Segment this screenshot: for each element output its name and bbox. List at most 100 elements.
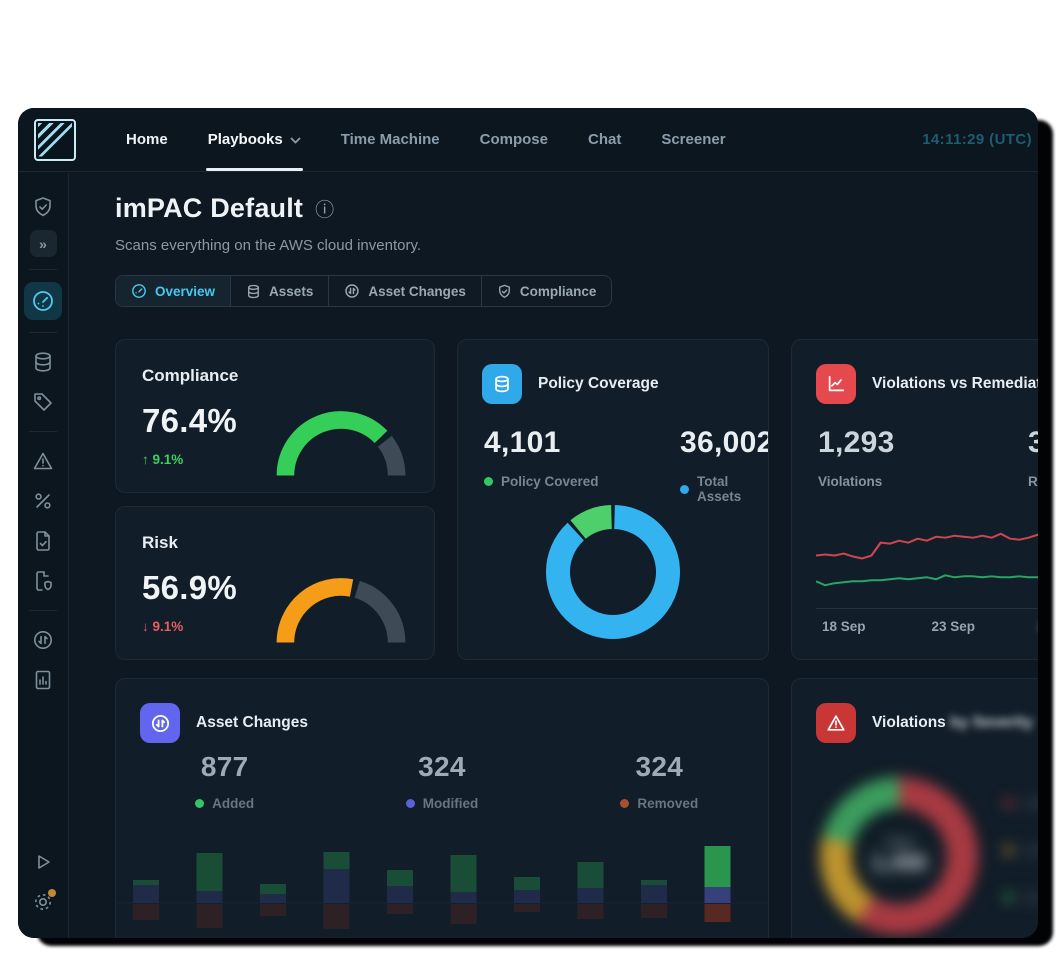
- stat-violations: 1,293 Violations: [818, 426, 1008, 489]
- card-title: Risk: [142, 533, 178, 552]
- risk-gauge-chart: [276, 578, 406, 643]
- stat-value: 324: [635, 751, 684, 782]
- playbook-name: imPAC Default: [115, 193, 304, 223]
- legend-dot: [195, 799, 205, 808]
- x-tick: 23 Sep: [931, 619, 976, 634]
- stat-label: Added: [212, 796, 255, 811]
- violations-vs-remediation-card: Violations vs Remediation 1,293 Violatio…: [791, 339, 1038, 660]
- stat-value: 1,293: [818, 426, 895, 459]
- stat-label: Violations: [818, 474, 883, 489]
- line-chart-icon: [816, 364, 856, 404]
- view-tabs: Overview Assets Asset Changes Compliance: [115, 275, 613, 307]
- app-logo[interactable]: [34, 118, 76, 161]
- nav-time-machine[interactable]: Time Machine: [340, 131, 440, 148]
- card-title-blurred: by Severity: [945, 714, 1033, 731]
- nav-compose[interactable]: Compose: [479, 131, 548, 148]
- compliance-gauge-chart: [276, 411, 406, 476]
- stat-value: 324: [1028, 426, 1038, 460]
- shield-check-icon[interactable]: [26, 190, 60, 224]
- file-shield-icon[interactable]: [26, 564, 60, 598]
- compliance-value: 76.4%: [142, 402, 238, 439]
- asset-sync-icon: [140, 703, 180, 743]
- tab-assets-label: Assets: [269, 283, 314, 299]
- compliance-change: ↑ 9.1%: [142, 452, 184, 467]
- settings-gear-icon[interactable]: [26, 885, 60, 919]
- stat-label: Policy Covered: [501, 474, 599, 489]
- card-title: Violations by Severity: [872, 714, 1033, 732]
- dashboard-gauge-icon[interactable]: [24, 282, 62, 320]
- severity-chart-area: Total 1,498: [792, 679, 1038, 938]
- tag-icon[interactable]: [26, 385, 60, 419]
- legend-label-blurred: [1022, 846, 1038, 855]
- asset-sync-icon: [345, 284, 360, 298]
- shield-check-icon: [498, 284, 510, 298]
- app-window: Home Playbooks Time Machine Compose Chat…: [18, 108, 1038, 938]
- legend-dot: [680, 484, 689, 494]
- card-title: Violations vs Remediation: [872, 375, 1038, 392]
- database-icon[interactable]: [26, 345, 60, 379]
- legend-dot: [620, 799, 630, 808]
- report-icon[interactable]: [26, 663, 60, 697]
- stat-total-assets: 36,002 Total Assets: [680, 426, 768, 504]
- alert-triangle-icon[interactable]: [26, 444, 60, 478]
- nav-screener[interactable]: Screener: [661, 131, 726, 148]
- nav-chat[interactable]: Chat: [587, 131, 622, 148]
- legend-dot: [484, 477, 493, 486]
- tab-asset-changes[interactable]: Asset Changes: [329, 276, 482, 306]
- chevron-down-icon: [290, 137, 301, 144]
- info-icon[interactable]: ⓘ: [315, 200, 335, 221]
- main-nav: Home Playbooks Time Machine Compose Chat…: [106, 108, 746, 171]
- stat-value: 877: [200, 751, 249, 782]
- card-title: Policy Coverage: [538, 375, 659, 392]
- tab-assets[interactable]: Assets: [231, 276, 330, 306]
- card-title: Asset Changes: [196, 714, 308, 731]
- file-check-icon[interactable]: [26, 524, 60, 558]
- tab-compliance[interactable]: Compliance: [482, 276, 612, 306]
- tab-overview-label: Overview: [155, 283, 216, 299]
- sidebar-divider: [29, 431, 57, 432]
- asset-changes-bar-chart: [116, 846, 768, 929]
- run-playbook-icon[interactable]: [26, 845, 60, 879]
- stat-value: 4,101: [484, 426, 561, 459]
- nav-playbooks[interactable]: Playbooks: [188, 108, 321, 171]
- percent-icon[interactable]: [26, 484, 60, 518]
- topbar: Home Playbooks Time Machine Compose Chat…: [18, 108, 1038, 172]
- policy-coverage-donut-chart: [546, 505, 680, 639]
- sidebar-divider: [29, 610, 57, 611]
- alert-triangle-icon: [816, 703, 856, 743]
- legend-dot: [405, 799, 415, 808]
- donut-center-value: 1,498: [871, 850, 927, 875]
- logo-stripes-icon: [38, 122, 72, 157]
- stat-label: Modified: [422, 796, 479, 811]
- asset-sync-icon[interactable]: [26, 623, 60, 657]
- stat-removed: 324 Removed: [551, 751, 768, 811]
- tab-overview[interactable]: Overview: [116, 276, 232, 306]
- stat-label: Remediation: [1028, 474, 1038, 489]
- x-tick: 23 Sep: [1037, 619, 1038, 634]
- compliance-card: Compliance 76.4% ↑ 9.1%: [115, 339, 435, 493]
- asset-changes-card: Asset Changes 877 Added 324 Modified 324…: [115, 678, 769, 938]
- expand-panel-icon[interactable]: »: [29, 230, 57, 257]
- nav-home[interactable]: Home: [126, 131, 168, 148]
- legend-label-blurred: [1022, 799, 1038, 808]
- nav-playbooks-label: Playbooks: [207, 131, 283, 148]
- stat-modified: 324 Modified: [333, 751, 550, 811]
- legend-dot: [1004, 893, 1013, 902]
- stat-remediation: 324 Remediation: [1028, 426, 1038, 489]
- tab-compliance-label: Compliance: [519, 283, 597, 299]
- database-icon: [248, 284, 260, 298]
- risk-value: 56.9%: [142, 569, 238, 606]
- legend-label-blurred: [1022, 893, 1038, 902]
- legend-dot: [1004, 846, 1013, 855]
- card-title: Compliance: [142, 366, 239, 385]
- stat-label: Total Assets: [697, 474, 742, 504]
- page-subtitle: Scans everything on the AWS cloud invent…: [115, 237, 421, 254]
- stat-added: 877 Added: [116, 751, 333, 811]
- card-title-visible: Violations: [872, 714, 946, 731]
- utc-clock: 14:11:29 (UTC): [922, 131, 1032, 148]
- x-axis: 18 Sep 23 Sep 23 Sep: [816, 608, 1038, 634]
- donut-center-label: Total: [885, 836, 913, 850]
- policy-coverage-card: Policy Coverage 4,101 Policy Covered 36,…: [457, 339, 769, 660]
- risk-card: Risk 56.9% ↓ 9.1%: [115, 506, 435, 660]
- violations-line-chart: [816, 532, 1038, 587]
